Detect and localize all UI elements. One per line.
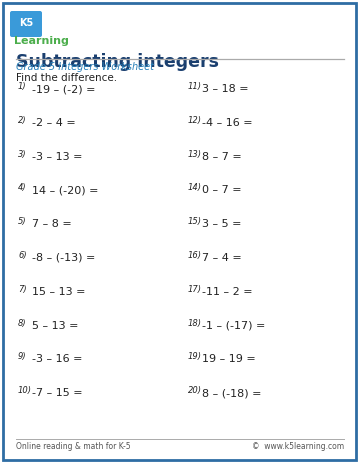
Text: -3 – 16 =: -3 – 16 = [32,354,83,364]
Text: 19 – 19 =: 19 – 19 = [202,354,256,364]
Text: 10): 10) [18,386,32,395]
Text: 14): 14) [188,183,202,193]
Text: 0 – 7 =: 0 – 7 = [202,185,242,195]
Text: Online reading & math for K-5: Online reading & math for K-5 [16,442,131,451]
Text: 19): 19) [188,352,202,362]
Text: -8 – (-13) =: -8 – (-13) = [32,253,95,263]
Text: 11): 11) [188,82,202,91]
Text: 8 – 7 =: 8 – 7 = [202,151,242,162]
Text: 17): 17) [188,285,202,294]
Text: Learning: Learning [14,36,69,46]
Text: 8): 8) [18,319,27,328]
Text: 3): 3) [18,150,27,159]
Text: -1 – (-17) =: -1 – (-17) = [202,320,265,331]
Text: 2): 2) [18,116,27,125]
Text: K5: K5 [19,18,33,28]
Text: 20): 20) [188,386,202,395]
Text: -4 – 16 =: -4 – 16 = [202,118,253,128]
FancyBboxPatch shape [10,11,42,37]
Text: 7): 7) [18,285,27,294]
Text: 1): 1) [18,82,27,91]
Text: ©  www.k5learning.com: © www.k5learning.com [252,442,344,451]
Text: 14 – (-20) =: 14 – (-20) = [32,185,98,195]
Text: 7 – 8 =: 7 – 8 = [32,219,72,229]
Text: Find the difference.: Find the difference. [16,73,117,83]
Text: 3 – 5 =: 3 – 5 = [202,219,242,229]
Text: 13): 13) [188,150,202,159]
Text: -11 – 2 =: -11 – 2 = [202,287,253,297]
Text: 5): 5) [18,217,27,226]
Text: -2 – 4 =: -2 – 4 = [32,118,76,128]
Text: Subtracting integers: Subtracting integers [16,53,219,71]
Text: 18): 18) [188,319,202,328]
Text: 16): 16) [188,251,202,260]
Text: 9): 9) [18,352,27,362]
Text: 5 – 13 =: 5 – 13 = [32,320,79,331]
Text: 6): 6) [18,251,27,260]
Text: Grade 5 Integers Worksheet: Grade 5 Integers Worksheet [16,62,154,72]
Text: -19 – (-2) =: -19 – (-2) = [32,84,95,94]
Text: 15): 15) [188,217,202,226]
Text: 3 – 18 =: 3 – 18 = [202,84,249,94]
Text: -3 – 13 =: -3 – 13 = [32,151,83,162]
Text: 15 – 13 =: 15 – 13 = [32,287,85,297]
Text: 7 – 4 =: 7 – 4 = [202,253,242,263]
Text: -7 – 15 =: -7 – 15 = [32,388,83,398]
Text: 12): 12) [188,116,202,125]
Text: 8 – (-18) =: 8 – (-18) = [202,388,261,398]
Text: 4): 4) [18,183,27,193]
